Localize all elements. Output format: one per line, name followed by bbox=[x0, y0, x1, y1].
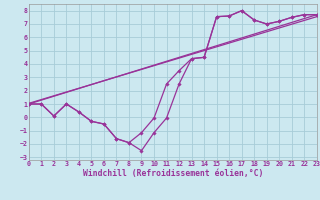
X-axis label: Windchill (Refroidissement éolien,°C): Windchill (Refroidissement éolien,°C) bbox=[83, 169, 263, 178]
